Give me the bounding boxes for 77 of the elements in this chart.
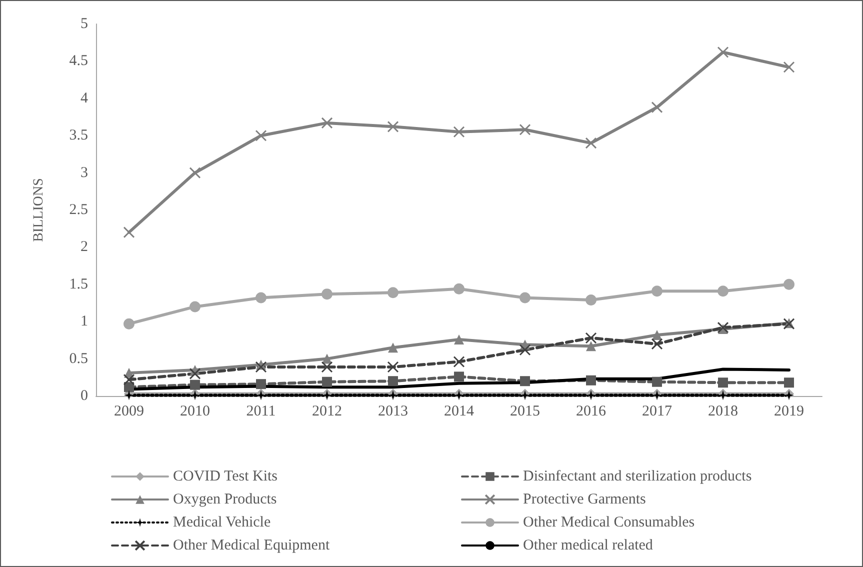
point xyxy=(651,102,663,114)
y-tick-label: 0 xyxy=(80,388,88,404)
x-tick-label: 2013 xyxy=(378,404,408,420)
y-axis-title: BILLIONS xyxy=(32,178,46,242)
point xyxy=(388,287,398,298)
x-tick-label: 2009 xyxy=(114,404,144,420)
point xyxy=(387,361,399,373)
x-tick-label: 2012 xyxy=(312,404,342,420)
point xyxy=(321,361,333,373)
point xyxy=(190,380,200,390)
x-tick-label: 2017 xyxy=(642,404,672,420)
point xyxy=(718,378,728,388)
point xyxy=(189,167,201,179)
point xyxy=(124,318,134,330)
point xyxy=(190,301,200,312)
legend-label: Oxygen Products xyxy=(173,492,277,508)
y-tick-label: 4.5 xyxy=(69,53,88,70)
point xyxy=(519,124,531,136)
legend-label: Medical Vehicle xyxy=(173,514,271,530)
point xyxy=(453,126,465,138)
point xyxy=(586,375,596,386)
point xyxy=(586,341,596,352)
point xyxy=(388,342,398,353)
point xyxy=(387,120,399,132)
point xyxy=(586,294,596,306)
point xyxy=(189,368,201,380)
point xyxy=(321,117,333,129)
legend-label: COVID Test Kits xyxy=(173,468,278,484)
point xyxy=(454,334,464,344)
point xyxy=(454,283,464,294)
point xyxy=(585,332,597,344)
point xyxy=(255,130,267,142)
point xyxy=(520,292,530,304)
x-tick-label: 2014 xyxy=(444,404,474,420)
y-tick-label: 2 xyxy=(80,239,88,256)
point xyxy=(256,379,266,390)
y-tick-label: 4 xyxy=(80,90,88,106)
x-tick-label: 2016 xyxy=(576,404,606,420)
legend-label: Other Medical Consumables xyxy=(523,514,695,530)
point xyxy=(585,137,597,149)
legend-label: Other medical related xyxy=(523,538,654,554)
x-tick-label: 2010 xyxy=(180,404,210,420)
point xyxy=(652,286,662,297)
y-tick-label: 0.5 xyxy=(69,350,88,367)
y-tick-label: 3.5 xyxy=(69,128,88,144)
point xyxy=(652,330,662,340)
point xyxy=(453,356,465,368)
point xyxy=(717,46,729,58)
point xyxy=(123,374,135,386)
point xyxy=(718,286,728,297)
x-tick-label: 2018 xyxy=(708,404,738,420)
point xyxy=(322,288,332,300)
point xyxy=(322,376,332,387)
y-tick-label: 2.5 xyxy=(69,202,88,218)
point xyxy=(783,61,795,73)
point xyxy=(784,278,794,290)
point xyxy=(717,322,729,334)
point xyxy=(784,378,794,388)
y-tick-label: 3 xyxy=(80,164,88,181)
point xyxy=(123,226,135,238)
y-tick-label: 1.5 xyxy=(69,276,88,292)
point xyxy=(519,344,531,356)
point xyxy=(256,292,266,304)
x-tick-label: 2015 xyxy=(510,404,540,420)
y-tick-label: 1 xyxy=(80,314,88,330)
point xyxy=(388,376,398,386)
legend-label: Disinfectant and sterilization products xyxy=(523,468,752,484)
point xyxy=(651,338,663,350)
x-tick-label: 2011 xyxy=(246,404,276,420)
legend-label: Protective Garments xyxy=(523,492,646,508)
point xyxy=(454,372,464,382)
y-tick-label: 5 xyxy=(80,16,88,32)
point xyxy=(520,376,530,386)
point xyxy=(652,376,662,387)
x-tick-label: 2019 xyxy=(774,404,804,420)
point xyxy=(255,361,267,373)
legend-label: Other Medical Equipment xyxy=(173,538,330,554)
